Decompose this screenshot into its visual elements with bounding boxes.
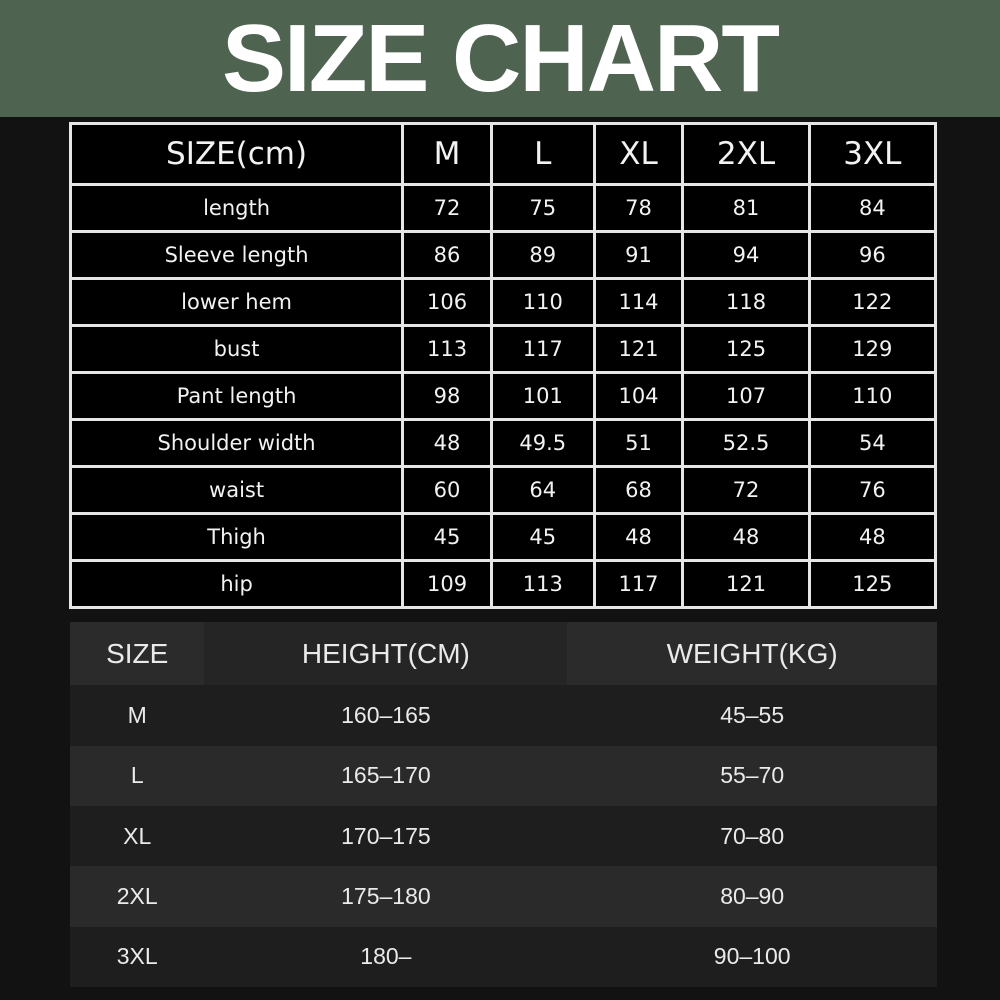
row-label: 2XL (70, 866, 205, 927)
table-cell: 91 (592, 230, 685, 280)
row-label: Sleeve length (68, 230, 405, 280)
table-cell: 118 (681, 277, 811, 327)
row-label: 3XL (70, 926, 205, 987)
table-cell: 55–70 (567, 745, 937, 806)
table-row: bust 113 117 121 125 129 (68, 324, 938, 374)
table-cell: 90–100 (567, 926, 937, 987)
column-header: 3XL (807, 122, 938, 186)
table-cell: 48 (401, 418, 493, 468)
row-label: Thigh (68, 512, 405, 562)
table-row: 2XL 175–180 80–90 (70, 866, 937, 927)
row-label: bust (68, 324, 405, 374)
row-label: lower hem (68, 277, 405, 327)
table-row: M 160–165 45–55 (70, 685, 937, 746)
table-row: XL 170–175 70–80 (70, 806, 937, 867)
table-cell: 68 (592, 465, 685, 515)
table-cell: 72 (681, 465, 811, 515)
table-cell: 110 (489, 277, 596, 327)
table-cell: 81 (681, 183, 811, 233)
table-cell: 89 (489, 230, 596, 280)
table-cell: 175–180 (204, 866, 568, 927)
table-row: length 72 75 78 81 84 (68, 183, 938, 233)
table-cell: 45 (401, 512, 493, 562)
table-cell: 94 (681, 230, 811, 280)
table-cell: 78 (592, 183, 685, 233)
table-cell: 70–80 (567, 806, 937, 867)
table-cell: 121 (592, 324, 685, 374)
table-row: Pant length 98 101 104 107 110 (68, 371, 938, 421)
table-cell: 80–90 (567, 866, 937, 927)
table-cell: 110 (807, 371, 938, 421)
table-cell: 125 (681, 324, 811, 374)
table-cell: 49.5 (489, 418, 596, 468)
table-cell: 76 (807, 465, 938, 515)
title-banner: SIZE CHART (0, 0, 1000, 117)
fit-guide-table: SIZE HEIGHT(CM) WEIGHT(KG) M 160–165 45–55 L 16… (70, 622, 937, 987)
column-header: WEIGHT(KG) (567, 622, 937, 686)
table-cell: 165–170 (204, 745, 568, 806)
table-cell: 51 (592, 418, 685, 468)
row-label: waist (68, 465, 405, 515)
table-cell: 180– (204, 926, 568, 987)
table-row: waist 60 64 68 72 76 (68, 465, 938, 515)
row-label: length (68, 183, 405, 233)
table-cell: 96 (807, 230, 938, 280)
column-header: 2XL (681, 122, 811, 186)
column-header: HEIGHT(CM) (204, 622, 568, 686)
measurement-table: SIZE(cm) M L XL 2XL 3XL length 72 75 78 81 84 Sleeve… (68, 122, 938, 609)
table-cell: 60 (401, 465, 493, 515)
table-cell: 54 (807, 418, 938, 468)
row-label: L (70, 745, 205, 806)
table-cell: 113 (489, 559, 596, 609)
row-label: M (70, 685, 205, 746)
table-cell: 45 (489, 512, 596, 562)
table-row: Sleeve length 86 89 91 94 96 (68, 230, 938, 280)
table-cell: 121 (681, 559, 811, 609)
table-cell: 170–175 (204, 806, 568, 867)
table-cell: 106 (401, 277, 493, 327)
table-row: 3XL 180– 90–100 (70, 926, 937, 987)
table-cell: 104 (592, 371, 685, 421)
table-cell: 86 (401, 230, 493, 280)
table-row: Thigh 45 45 48 48 48 (68, 512, 938, 562)
page-title: SIZE CHART (222, 4, 780, 112)
table-cell: 117 (592, 559, 685, 609)
row-label: XL (70, 806, 205, 867)
column-header: XL (592, 122, 685, 186)
table-row: Shoulder width 48 49.5 51 52.5 54 (68, 418, 938, 468)
table-row: hip 109 113 117 121 125 (68, 559, 938, 609)
column-header: SIZE (70, 622, 205, 686)
table-cell: 101 (489, 371, 596, 421)
table-cell: 72 (401, 183, 493, 233)
table-cell: 45–55 (567, 685, 937, 746)
header-row: SIZE HEIGHT(CM) WEIGHT(KG) (70, 622, 937, 686)
table-cell: 113 (401, 324, 493, 374)
table-cell: 107 (681, 371, 811, 421)
table-cell: 114 (592, 277, 685, 327)
table-row: L 165–170 55–70 (70, 745, 937, 806)
row-label: Shoulder width (68, 418, 405, 468)
header-row: SIZE(cm) M L XL 2XL 3XL (68, 122, 938, 186)
table-cell: 160–165 (204, 685, 568, 746)
table-cell: 122 (807, 277, 938, 327)
table-cell: 129 (807, 324, 938, 374)
table-cell: 117 (489, 324, 596, 374)
column-header: M (401, 122, 493, 186)
column-header: L (489, 122, 596, 186)
column-header: SIZE(cm) (68, 122, 405, 186)
table-cell: 64 (489, 465, 596, 515)
table-row: lower hem 106 110 114 118 122 (68, 277, 938, 327)
table-cell: 84 (807, 183, 938, 233)
table-cell: 48 (681, 512, 811, 562)
row-label: Pant length (68, 371, 405, 421)
table-cell: 48 (592, 512, 685, 562)
table-cell: 109 (401, 559, 493, 609)
table-cell: 98 (401, 371, 493, 421)
table-cell: 125 (807, 559, 938, 609)
row-label: hip (68, 559, 405, 609)
table-cell: 48 (807, 512, 938, 562)
table-cell: 75 (489, 183, 596, 233)
table-cell: 52.5 (681, 418, 811, 468)
